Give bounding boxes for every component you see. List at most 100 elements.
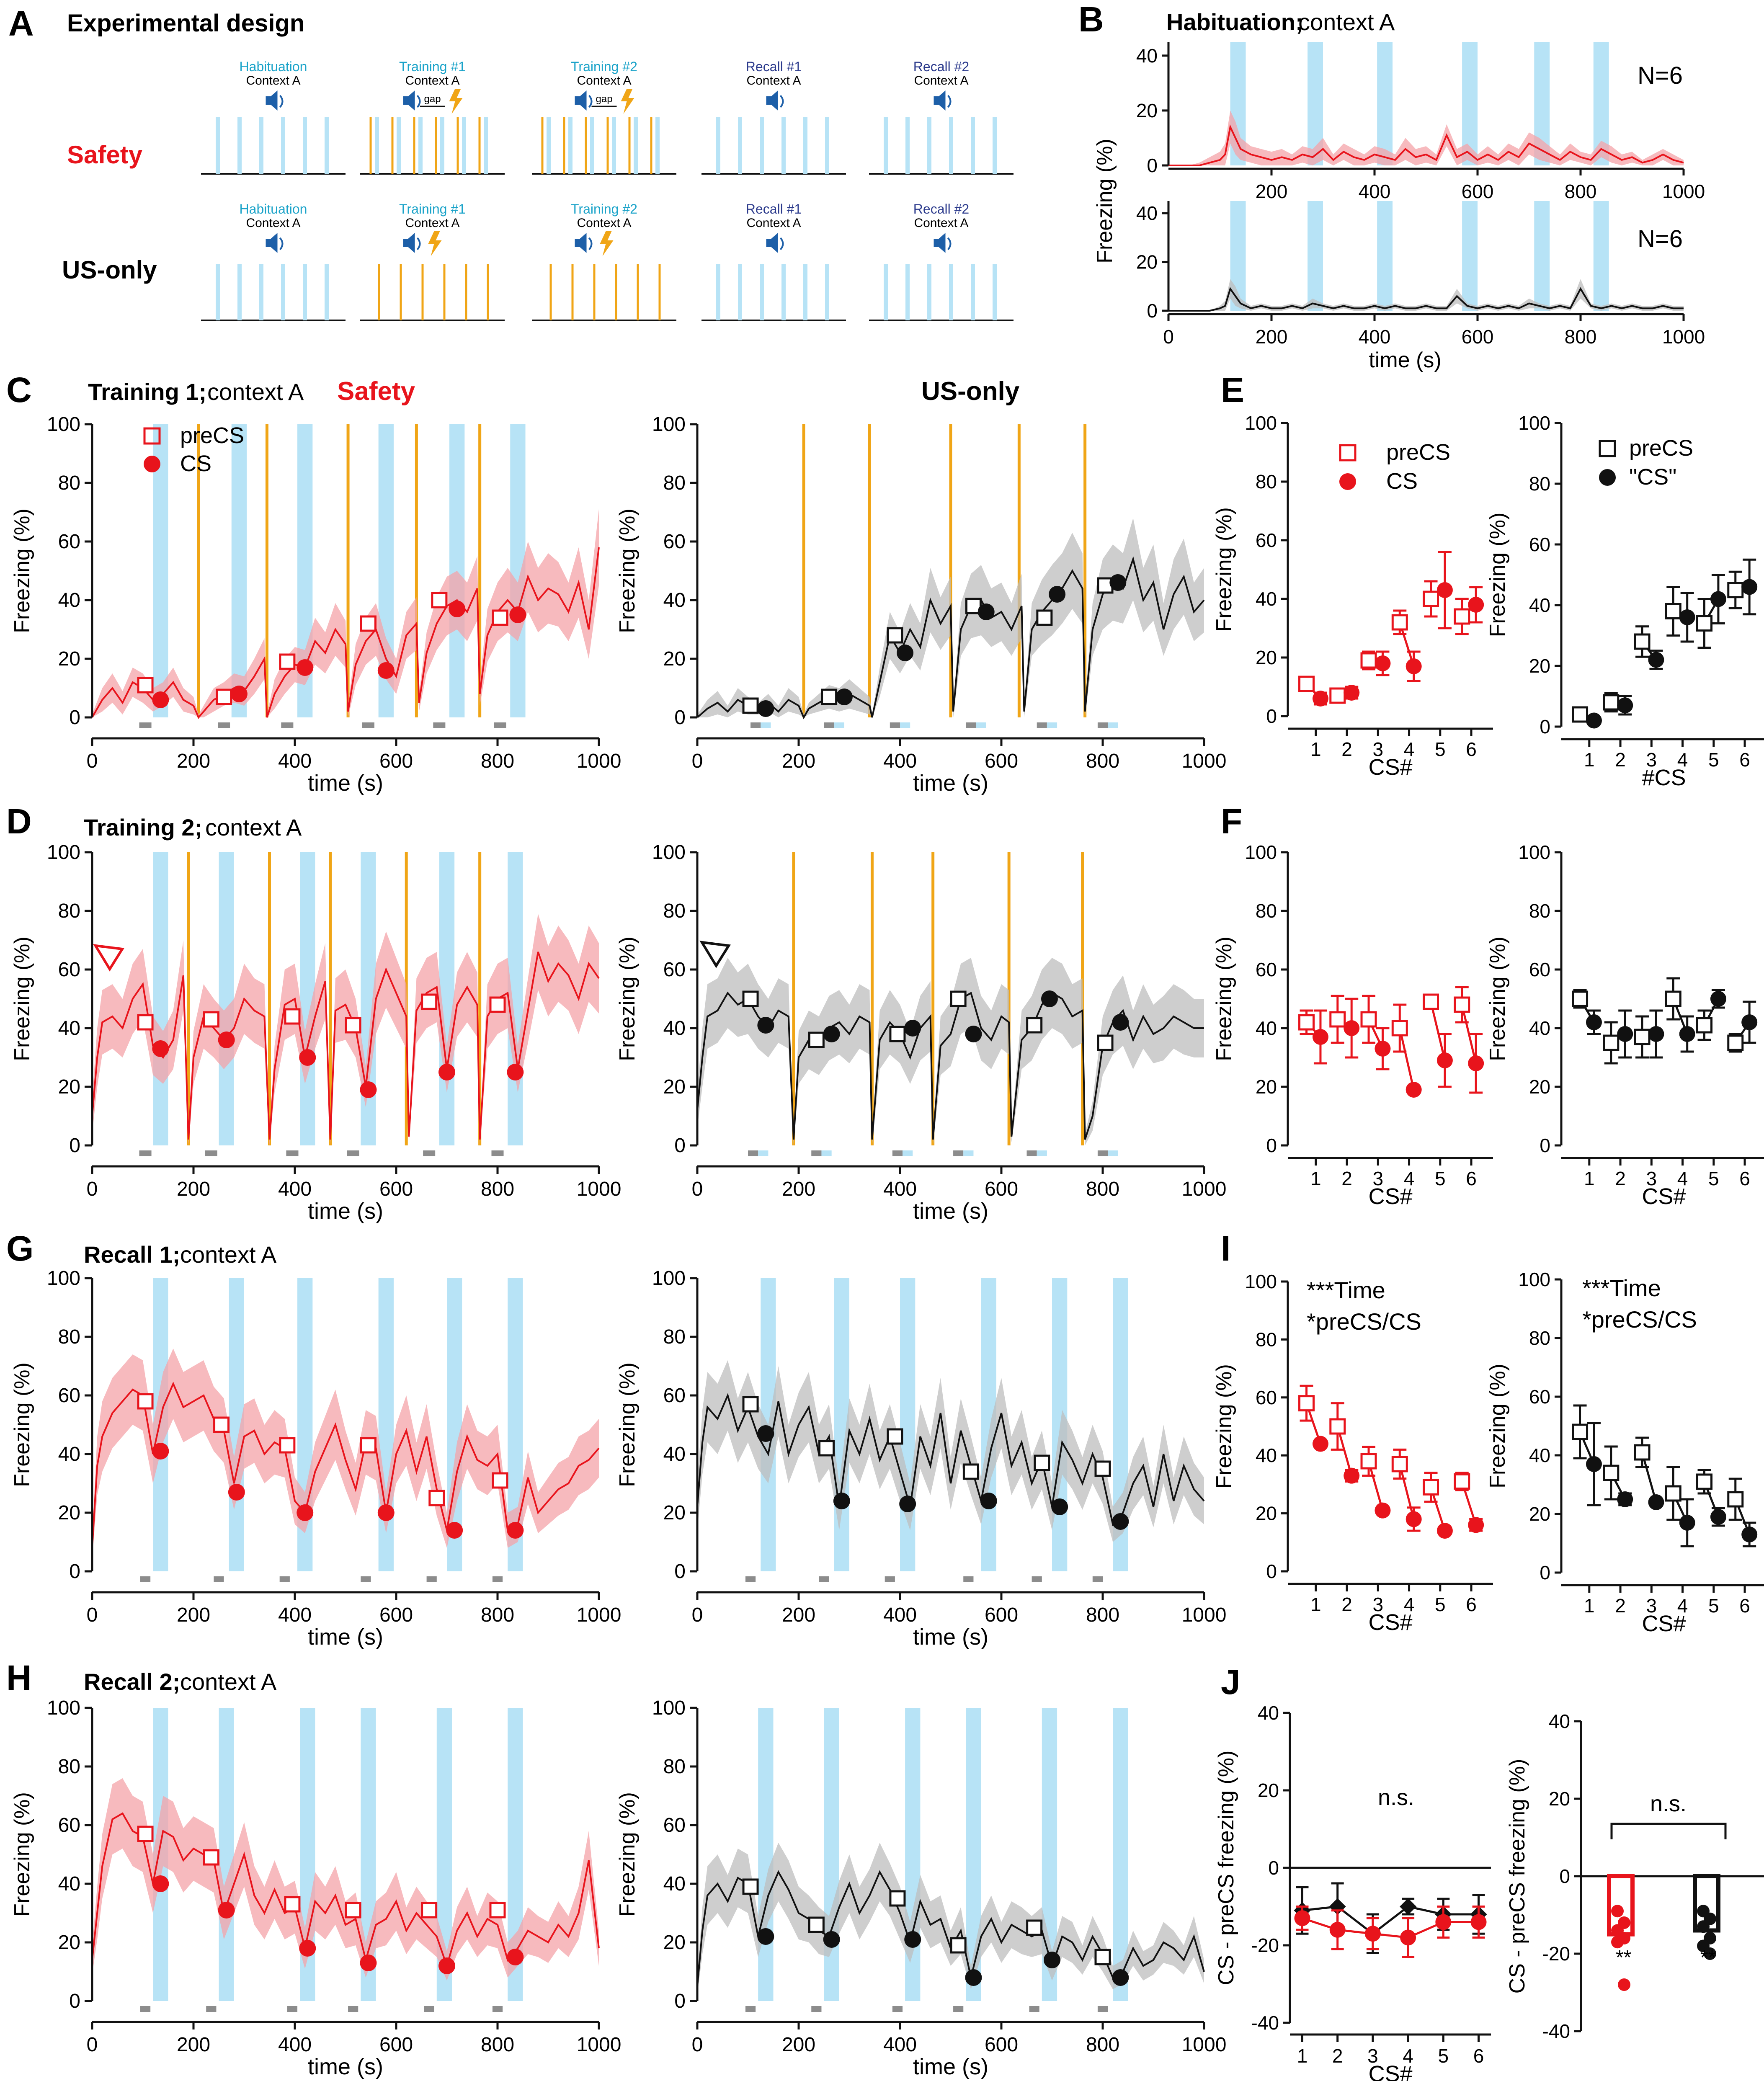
precs-window-marker-3 [885,1576,895,1582]
precs-point-3 [887,627,903,644]
cs-point-3 [297,659,314,676]
x-tick-label: 1000 [577,1604,622,1626]
protocol-context-safety-1: Context A [246,74,300,88]
cs-bar [375,117,379,174]
cs-bar [760,264,764,320]
cs-point-5 [1049,586,1066,603]
x-tick-label: 1000 [577,750,622,772]
x-tick-label: 2 [1341,1594,1352,1615]
precs-point-4 [345,1902,361,1919]
precs-window-marker-2 [214,1576,224,1582]
legend-e-cs-dot [1339,473,1356,490]
precs-point-4 [962,1463,979,1480]
precs-window-marker-5 [1037,722,1047,728]
precs-point-6 [1727,1491,1744,1508]
precs-window-marker-6 [491,1150,504,1156]
j-right-ns: n.s. [1650,1791,1687,1816]
x-tick-label: 1 [1310,738,1321,760]
cs-window-marker-6 [1108,1150,1118,1156]
cs-window-2 [231,424,247,717]
cs-window-marker-4 [963,1150,974,1156]
precs-window-marker-5 [1029,2006,1039,2012]
x-axis-label: time (s) [913,771,988,796]
j-bracket [1610,1823,1727,1839]
y-tick-label: 80 [1256,1328,1277,1350]
x-tick-label: 4 [1677,749,1688,771]
panel-letter-A: A [8,4,34,43]
precs-point-4 [360,1437,377,1454]
cs-point-3 [299,1049,316,1066]
cs-bar [781,264,786,320]
y-tick-label: 0 [1147,155,1158,176]
arrow-marker-safety [93,944,125,972]
precs-point-2 [1329,687,1346,704]
cs-point-5 [1051,1498,1068,1515]
x-axis-label: time (s) [308,1625,383,1650]
y-axis-label: Freezing (%) [1212,1364,1236,1489]
precs-point-3 [1360,1453,1377,1470]
y-axis-label: Freezing (%) [615,1792,640,1917]
x-tick-label: 6 [1739,1168,1750,1189]
y-tick-label: 40 [1258,1702,1279,1724]
j-left-ns: n.s. [1378,1785,1414,1810]
x-tick-label: 600 [379,750,413,772]
x-tick-label: 3 [1373,738,1384,760]
x-tick-label: 0 [87,1604,98,1626]
x-tick-label: 600 [985,2034,1018,2056]
pair-line-3 [1367,1461,1384,1511]
cs-window-6 [1593,201,1609,311]
x-tick-label: 1 [1310,1168,1321,1189]
y-tick-label: 100 [47,413,80,436]
precs-point-6 [492,1472,508,1489]
protocol-context-safety-4: Context A [746,74,801,88]
chart-i-usonly: 0 20 40 60 80 100 1 2 3 4 5 6 CS# Freezing (%) [1485,1269,1764,1636]
precs-point-5 [1696,1473,1713,1490]
cs-point-4 [965,1026,982,1042]
x-tick-label: 4 [1677,1595,1688,1617]
precs-point-2 [821,689,838,705]
legend-e-precs-square [1339,444,1357,462]
y-tick-label: 100 [1245,412,1277,434]
x-tick-label: 0 [1163,326,1174,348]
cs-bar [993,117,997,174]
cs-point-2 [833,1493,850,1509]
cs-point-3 [1375,1502,1391,1519]
x-tick-label: 1000 [1662,181,1705,202]
cs-bar [484,117,488,174]
x-tick-label: 400 [883,1178,917,1200]
sound-wave-icon [279,237,284,250]
cs-point-2 [823,1026,840,1042]
cs-point-6 [1468,1055,1484,1071]
x-axis-label: CS# [1368,1184,1412,1209]
x-tick-label: 800 [1086,1604,1119,1626]
y-tick-label: 20 [1256,1503,1277,1524]
precs-window-marker-4 [347,1150,359,1156]
cs-window-6 [1113,1708,1128,2001]
precs-window-marker-2 [206,2006,217,2012]
speaker-icon [934,90,946,111]
cs-window-1 [153,852,168,1145]
precs-window-marker-2 [819,1576,829,1582]
cs-bar [547,117,551,174]
individual-point-6 [1618,1978,1630,1991]
precs-window-marker-1 [750,722,761,728]
precs-window-marker-2 [811,2006,822,2012]
y-tick-label: 100 [1245,1271,1277,1292]
individual-point-6 [1704,1947,1716,1960]
x-tick-label: 5 [1708,1595,1719,1617]
safety-point-5 [1435,1914,1452,1930]
precs-point-2 [203,1011,219,1028]
precs-point-2 [808,1916,825,1933]
cs-bar [949,264,953,320]
cs-window-2 [219,1708,234,2001]
y-tick-label: 60 [58,1814,80,1836]
cs-point-6 [1109,574,1127,591]
cs-point-4 [977,603,995,620]
cs-bar [325,117,329,174]
cs-window-5 [449,424,465,717]
y-tick-label: 60 [1529,534,1550,555]
sem-band [697,1360,1204,1542]
precs-point-5 [1696,615,1713,632]
x-tick-label: 4 [1404,1168,1415,1189]
precs-window-marker-3 [287,2006,298,2012]
